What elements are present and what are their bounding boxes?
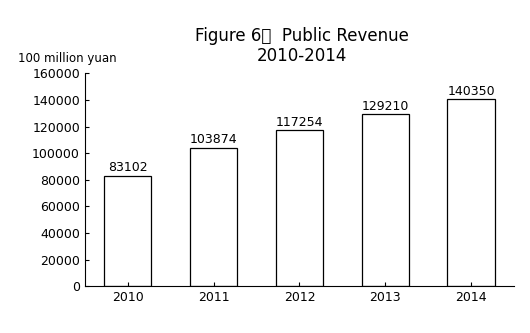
- Text: 140350: 140350: [447, 85, 495, 98]
- Bar: [361, 114, 409, 286]
- Text: 100 million yuan: 100 million yuan: [18, 52, 117, 65]
- Text: Figure 6：  Public Revenue
2010-2014: Figure 6： Public Revenue 2010-2014: [195, 27, 409, 66]
- Bar: [447, 100, 494, 286]
- Text: 117254: 117254: [276, 116, 323, 129]
- Bar: [104, 176, 152, 286]
- Text: 129210: 129210: [361, 100, 409, 113]
- Bar: [276, 130, 323, 286]
- Text: 83102: 83102: [108, 161, 148, 174]
- Bar: [190, 148, 237, 286]
- Text: 103874: 103874: [190, 134, 237, 147]
